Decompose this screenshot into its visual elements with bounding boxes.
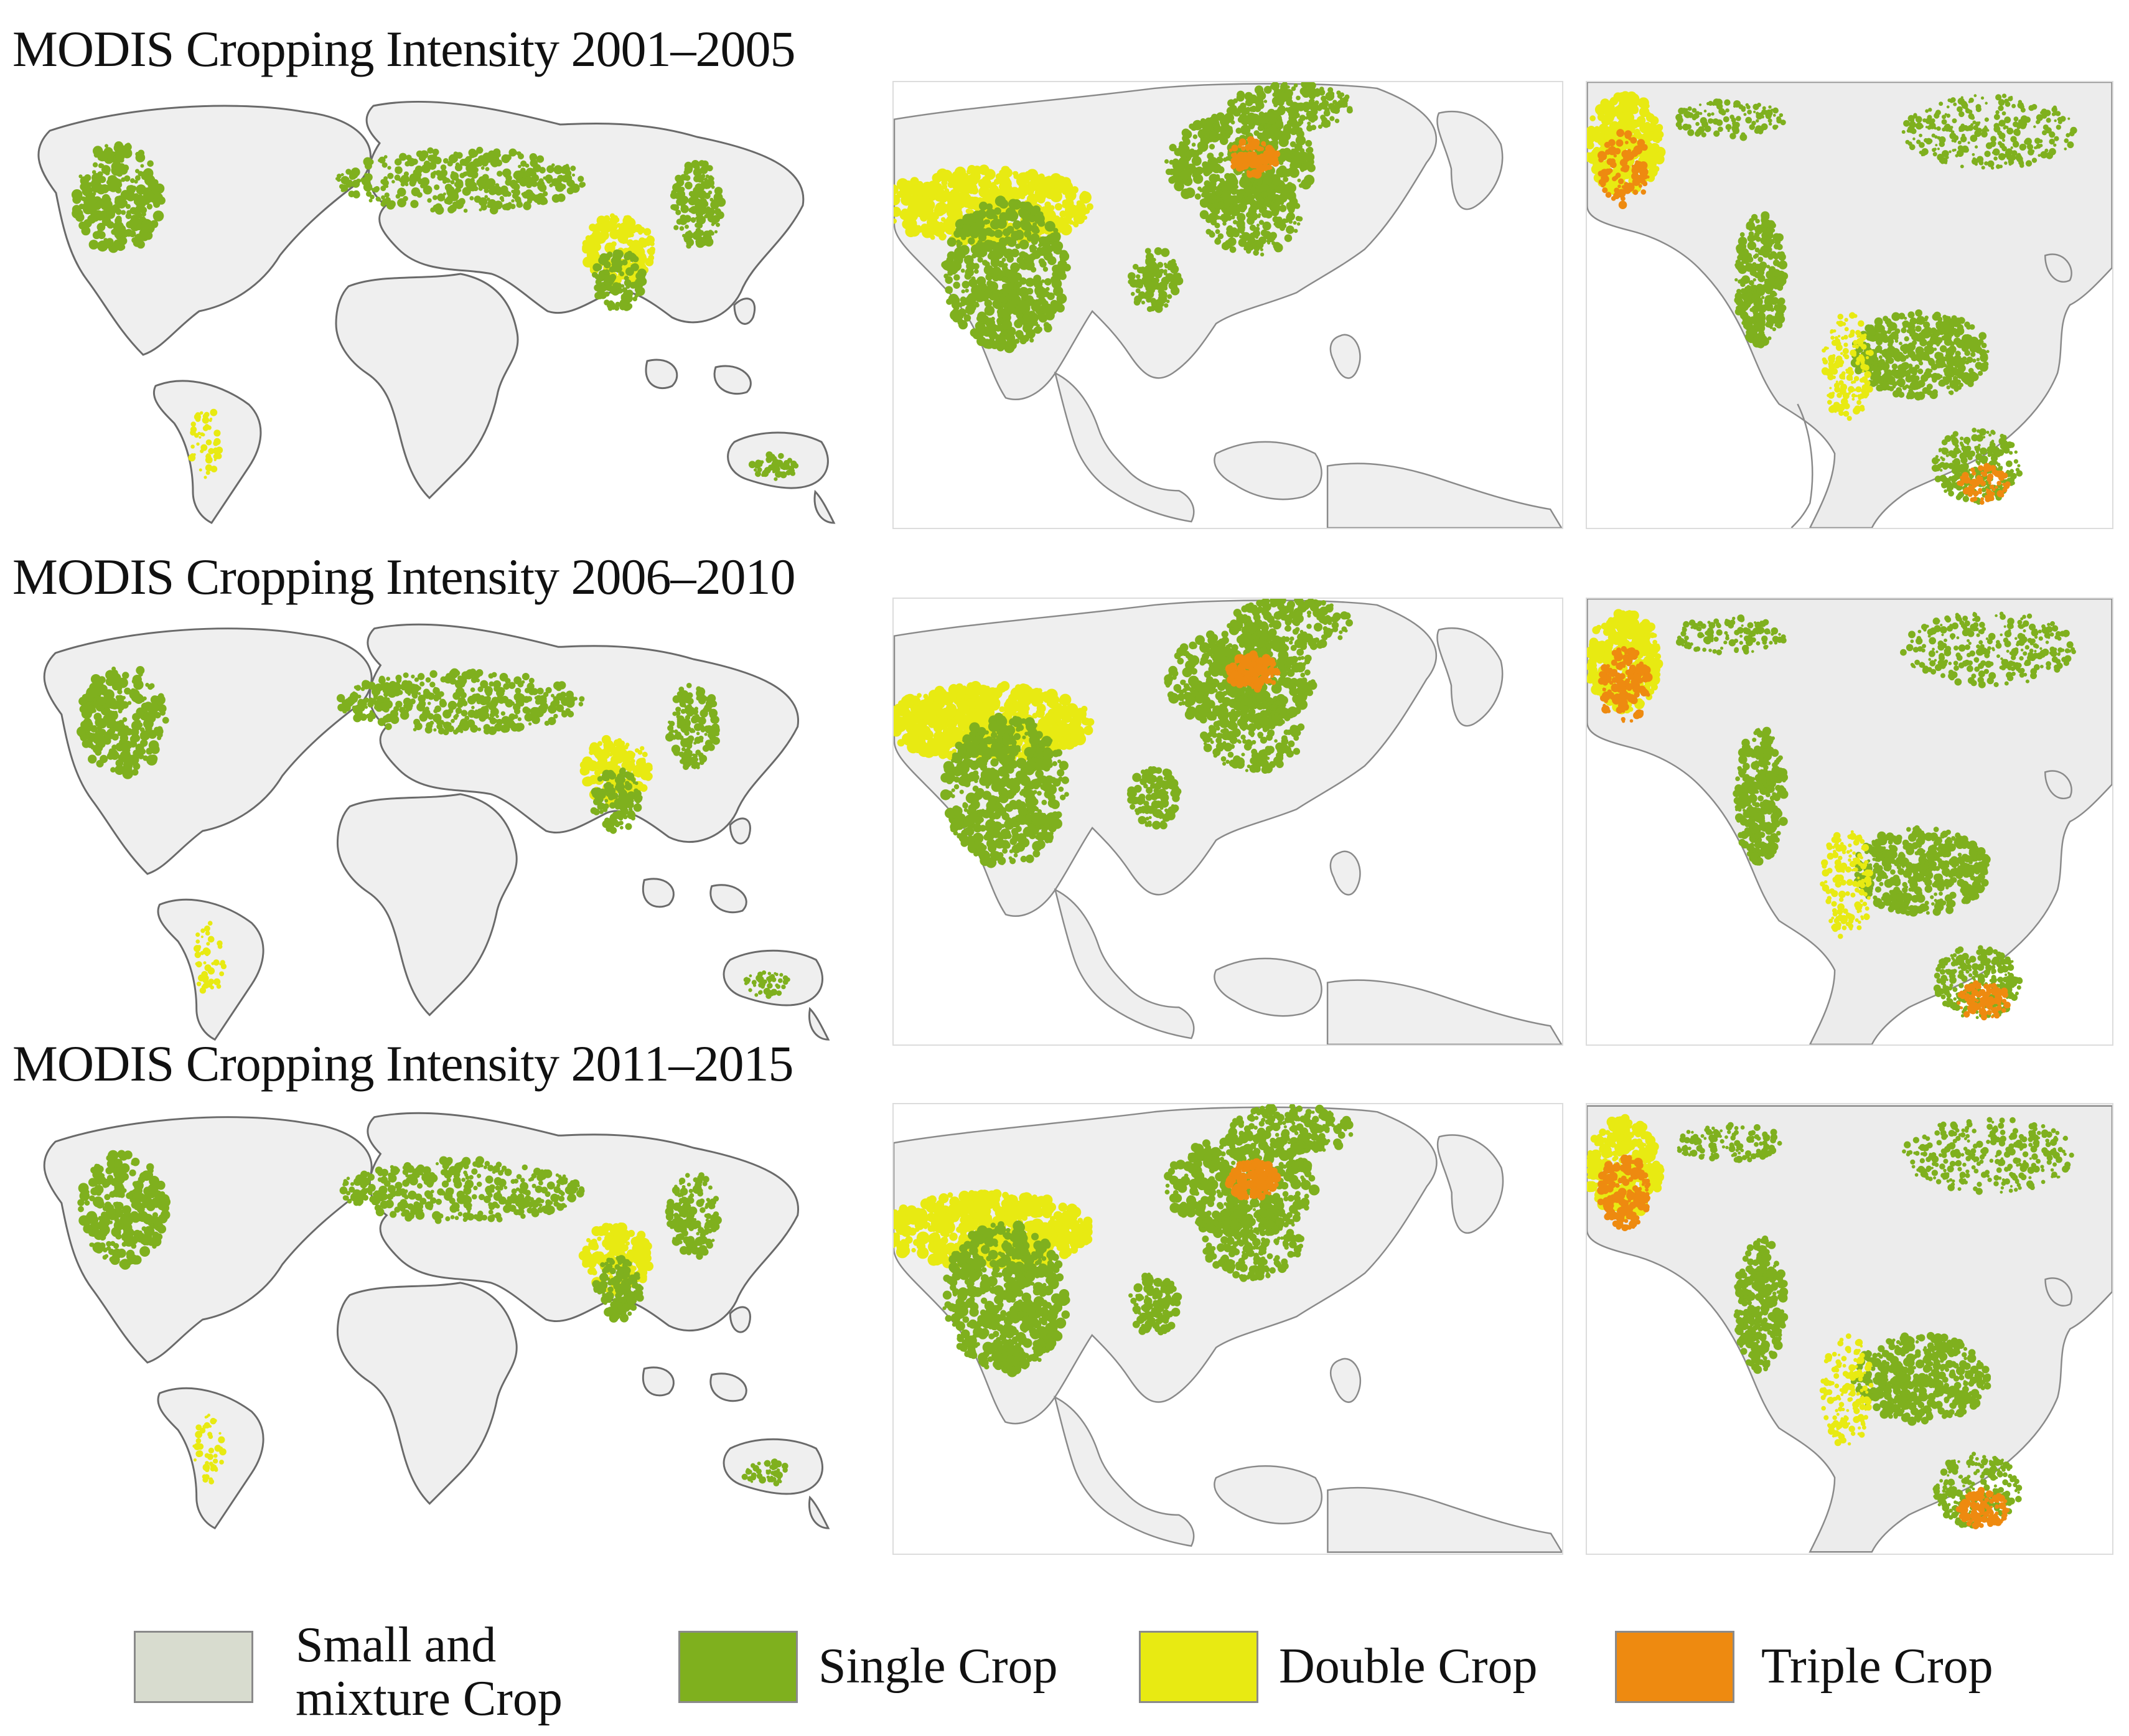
world-map-svg [43,1112,830,1530]
crop-overlay-asia-2006-2010 [894,599,1353,868]
se-asia-map-2011-2015 [1586,1103,2113,1555]
crop-overlay-world-2011-2015 [77,1150,788,1487]
se-asia-map-svg [1587,82,2112,528]
crop-overlay-asia-2001-2005 [894,82,1353,354]
legend-label-line-1: Small and [296,1618,497,1673]
crop-overlay-world-2006-2010 [77,666,790,999]
asia-map-2001-2005 [892,81,1563,529]
asia-map-2006-2010 [892,598,1563,1046]
world-map-svg [43,623,830,1041]
crop-overlay-se-asia-2001-2005 [1587,91,2077,505]
world-map-2006-2010 [12,616,871,1046]
asia-map-svg [894,599,1562,1044]
world-map-svg [37,100,836,524]
se-asia-map-svg [1587,1105,2112,1553]
row-title-2006-2010: MODIS Cropping Intensity 2006–2010 [12,548,795,605]
legend-label-triple-crop: Triple Crop [1761,1639,1993,1694]
asia-map-svg [894,82,1562,528]
legend-label-single-crop: Single Crop [818,1639,1058,1694]
legend-swatch-double-crop [1139,1631,1258,1703]
asia-map-2011-2015 [892,1103,1563,1555]
legend-swatch-small-mixture [134,1631,253,1703]
asia-map-svg [894,1104,1562,1553]
world-map-2011-2015 [12,1105,871,1534]
legend-swatch-triple-crop [1615,1631,1734,1703]
se-asia-map-2001-2005 [1586,81,2113,529]
legend-label-double-crop: Double Crop [1279,1639,1538,1694]
crop-overlay-asia-2011-2015 [894,1104,1354,1377]
row-title-2011-2015: MODIS Cropping Intensity 2011–2015 [12,1035,793,1092]
legend-label-line-2: mixture Crop [296,1671,563,1727]
se-asia-map-svg [1587,599,2112,1044]
se-asia-map-2006-2010 [1586,598,2113,1046]
crop-overlay-world-2001-2005 [71,141,799,481]
world-map-2001-2005 [12,93,871,529]
legend-swatch-single-crop [678,1631,798,1703]
row-title-2001-2005: MODIS Cropping Intensity 2001–2005 [12,21,795,77]
crop-overlay-se-asia-2006-2010 [1587,609,2076,1021]
legend-label-small-mixture: Small and mixture Crop [296,1618,563,1726]
crop-overlay-se-asia-2011-2015 [1587,1114,2074,1529]
